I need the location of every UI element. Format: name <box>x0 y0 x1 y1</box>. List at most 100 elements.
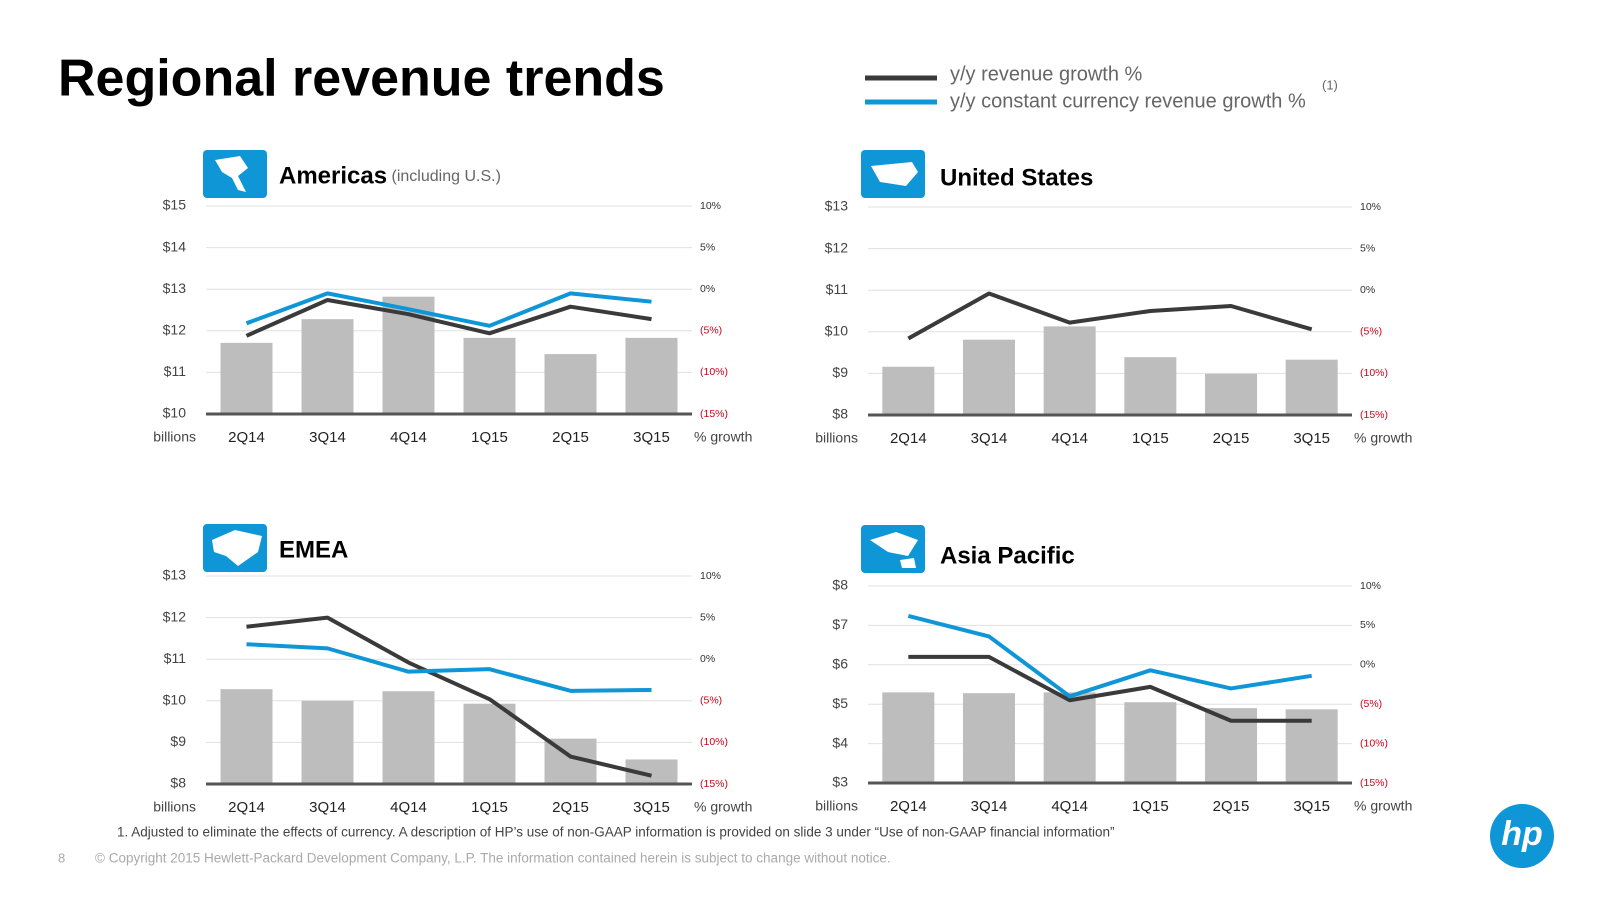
y2-tick-label: 5% <box>1360 619 1375 631</box>
bar <box>1043 326 1096 415</box>
legend-note: (1) <box>1322 77 1338 92</box>
bar <box>882 366 935 415</box>
x-tick-label: 2Q15 <box>1213 430 1250 447</box>
y2-tick-label: 5% <box>700 241 715 253</box>
y-tick-label: $13 <box>163 567 187 583</box>
series-line <box>908 654 1312 723</box>
bar <box>220 342 273 414</box>
legend-label: y/y constant currency revenue growth % <box>950 90 1306 112</box>
slide-title: Regional revenue trends <box>58 50 665 108</box>
y-tick-label: $3 <box>832 774 848 790</box>
y2-tick-label: (15%) <box>700 408 728 420</box>
x-tick-label: 1Q15 <box>471 799 508 816</box>
x-tick-label: 2Q15 <box>1213 798 1250 815</box>
y-axis-label: billions <box>153 429 196 445</box>
y-tick-label: $9 <box>170 733 186 749</box>
y2-axis-label: % growth <box>694 799 752 815</box>
chart-title: Asia Pacific <box>940 542 1075 569</box>
series-line <box>907 291 1313 341</box>
icon-shape <box>870 532 918 568</box>
y2-tick-label: (10%) <box>1360 367 1388 379</box>
y-tick-label: $9 <box>832 364 848 380</box>
y-tick-label: $14 <box>163 238 187 254</box>
y2-tick-label: (10%) <box>700 736 728 748</box>
y-tick-label: $12 <box>163 322 187 338</box>
x-tick-label: 2Q14 <box>228 429 265 446</box>
x-tick-label: 3Q15 <box>1293 798 1330 815</box>
bar <box>963 693 1015 783</box>
chart-title: Americas (including U.S.) <box>279 162 501 189</box>
y2-axis-label: % growth <box>1354 430 1412 446</box>
bar <box>463 337 516 414</box>
y-tick-label: $11 <box>164 650 187 666</box>
x-tick-label: 3Q15 <box>633 799 670 816</box>
footnote: 1. Adjusted to eliminate the effects of … <box>117 825 1115 840</box>
x-tick-label: 2Q15 <box>552 429 589 446</box>
y-tick-label: $5 <box>832 695 848 711</box>
bar <box>382 691 435 784</box>
bar <box>882 692 935 783</box>
icon-shape <box>212 530 262 566</box>
x-tick-label: 1Q15 <box>1132 798 1169 815</box>
bar <box>963 339 1015 415</box>
bar <box>1205 373 1257 415</box>
y2-tick-label: (15%) <box>1360 777 1388 789</box>
x-tick-label: 3Q14 <box>971 430 1008 447</box>
x-tick-label: 2Q14 <box>890 798 927 815</box>
y-tick-label: $10 <box>163 405 187 421</box>
y-axis-label: billions <box>815 430 858 446</box>
y-tick-label: $15 <box>163 197 187 213</box>
y-tick-label: $6 <box>832 656 848 672</box>
icon-shape <box>215 156 248 192</box>
y2-tick-label: 0% <box>1360 284 1375 296</box>
y2-tick-label: 5% <box>700 611 715 623</box>
bar <box>1124 357 1177 415</box>
y2-tick-label: 10% <box>700 570 721 582</box>
bar <box>301 700 354 784</box>
y2-tick-label: (10%) <box>700 366 728 378</box>
chart-title: EMEA <box>279 536 348 563</box>
bar <box>463 703 516 784</box>
y2-tick-label: (10%) <box>1360 737 1388 749</box>
x-tick-label: 3Q14 <box>971 798 1008 815</box>
y2-tick-label: 5% <box>1360 242 1375 254</box>
x-tick-label: 2Q14 <box>228 799 265 816</box>
legend-label: y/y revenue growth % <box>950 63 1143 85</box>
y2-axis-label: % growth <box>694 429 752 445</box>
y-tick-label: $8 <box>832 577 848 593</box>
y-axis-label: billions <box>815 798 858 814</box>
y-tick-label: $8 <box>170 775 186 791</box>
x-tick-label: 3Q14 <box>309 429 346 446</box>
x-tick-label: 4Q14 <box>390 799 427 816</box>
series-line <box>246 615 652 778</box>
y2-tick-label: 10% <box>1360 580 1381 592</box>
y2-tick-label: 0% <box>700 283 715 295</box>
bar <box>625 337 678 414</box>
logo-text: hp <box>1501 815 1543 853</box>
icon-shape <box>871 162 918 186</box>
y-tick-label: $4 <box>832 734 848 750</box>
series-line <box>907 614 1312 699</box>
y2-axis-label: % growth <box>1354 798 1412 814</box>
x-tick-label: 3Q15 <box>1293 430 1330 447</box>
y-tick-label: $10 <box>163 692 187 708</box>
y-tick-label: $8 <box>832 406 848 422</box>
x-tick-label: 3Q15 <box>633 429 670 446</box>
bar <box>301 319 354 414</box>
bar <box>1285 359 1338 415</box>
chart-subtitle: (including U.S.) <box>387 168 501 185</box>
chart-title: United States <box>940 164 1093 191</box>
y2-tick-label: (5%) <box>700 325 722 337</box>
series-line <box>245 298 652 338</box>
y-tick-label: $12 <box>163 608 187 624</box>
y2-tick-label: (5%) <box>1360 698 1382 710</box>
y2-tick-label: (5%) <box>1360 326 1382 338</box>
y2-tick-label: 0% <box>700 653 715 665</box>
page-number: 8 <box>58 850 65 865</box>
bar <box>1124 702 1177 783</box>
y-tick-label: $10 <box>825 323 849 339</box>
series-line <box>245 291 652 328</box>
y-tick-label: $11 <box>826 281 849 297</box>
y-tick-label: $13 <box>163 280 187 296</box>
